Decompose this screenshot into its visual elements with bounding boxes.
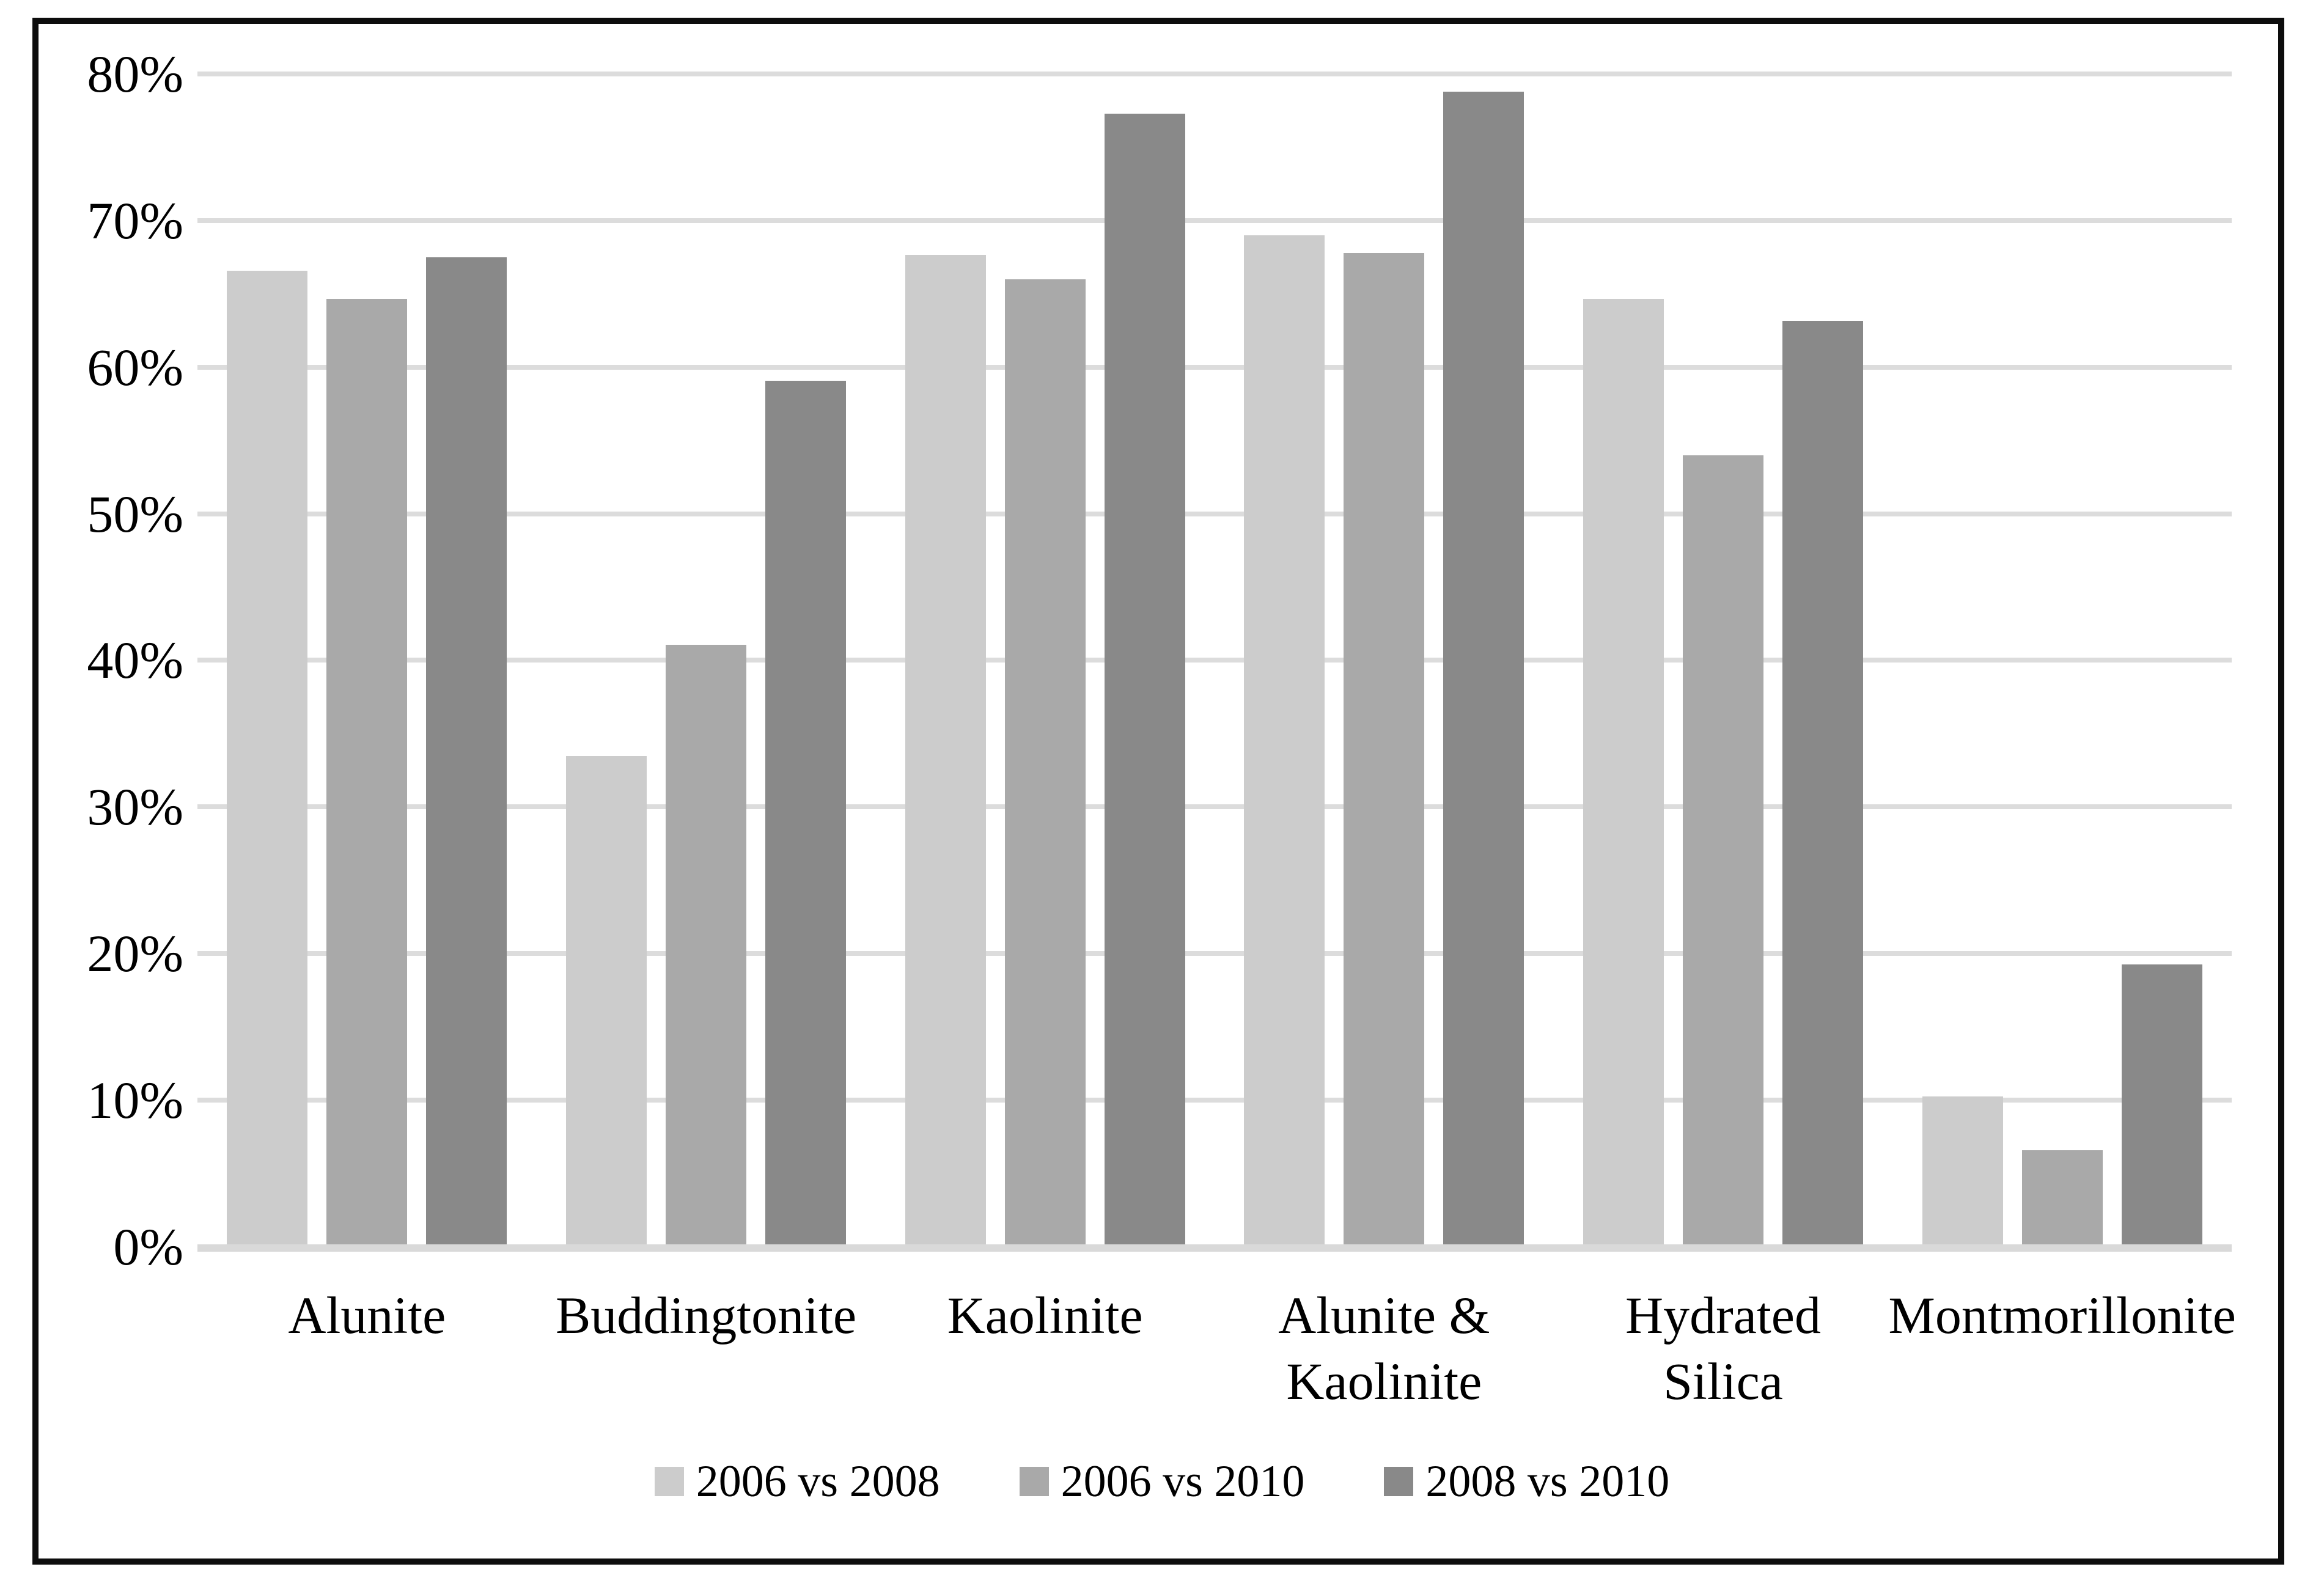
category-label-alunite-kaolinite: Alunite & Kaolinite [1278,1286,1490,1411]
legend-entry-1: 2006 vs 2008 [654,1456,940,1507]
y-tick-label-60: 60% [87,337,183,397]
legend-swatch-icon [654,1467,684,1496]
bar-kaolinite-series-1 [905,254,986,1244]
bar-alunite-series-1 [227,271,308,1244]
bar-hydrated-silica-series-1 [1583,298,1664,1244]
bar-alunite-series-3 [426,257,507,1244]
bar-buddingtonite-series-1 [566,756,647,1244]
y-tick-label-30: 30% [87,777,183,837]
legend-swatch-icon [1384,1467,1414,1496]
y-tick-label-20: 20% [87,924,183,983]
gridline-40 [197,658,2232,663]
bar-alunite-kaolinite-series-2 [1344,253,1425,1244]
gridline-60 [197,364,2232,370]
bar-montmorillonite-series-3 [2121,964,2202,1244]
gridline-70 [197,218,2232,223]
bar-alunite-series-2 [326,298,408,1244]
gridline-50 [197,511,2232,516]
x-axis-line [197,1244,2232,1252]
legend: 2006 vs 2008 2006 vs 2010 2008 vs 2010 [0,1457,2324,1506]
gridline-10 [197,1098,2232,1103]
bar-alunite-kaolinite-series-1 [1244,235,1325,1244]
y-tick-label-80: 80% [87,44,183,103]
y-tick-label-10: 10% [87,1071,183,1130]
y-tick-label-50: 50% [87,484,183,543]
legend-entry-2: 2006 vs 2010 [1019,1456,1305,1507]
bar-hydrated-silica-series-2 [1683,455,1763,1244]
bar-hydrated-silica-series-3 [1782,320,1863,1244]
y-tick-label-70: 70% [87,191,183,250]
legend-entry-3: 2008 vs 2010 [1384,1457,1669,1506]
y-tick-label-0: 0% [113,1217,183,1276]
category-label-buddingtonite: Buddingtonite [555,1286,857,1345]
gridline-30 [197,804,2232,810]
category-label-hydrated-silica: Hydrated Silica [1625,1286,1821,1411]
bar-buddingtonite-series-2 [666,644,746,1244]
legend-label: 2006 vs 2008 [696,1456,940,1507]
bar-kaolinite-series-3 [1104,114,1185,1244]
bar-kaolinite-series-2 [1004,279,1086,1244]
category-label-alunite: Alunite [288,1286,446,1345]
bar-montmorillonite-series-1 [1922,1096,2003,1244]
category-label-montmorillonite: Montmorillonite [1888,1286,2236,1345]
y-tick-label-40: 40% [87,631,183,690]
gridline-80 [197,71,2232,76]
bar-montmorillonite-series-2 [2021,1150,2103,1244]
gridline-20 [197,951,2232,956]
legend-label: 2006 vs 2010 [1061,1456,1305,1507]
legend-label: 2008 vs 2010 [1425,1456,1670,1507]
bar-alunite-kaolinite-series-3 [1443,92,1524,1244]
legend-swatch-icon [1019,1467,1049,1496]
category-label-kaolinite: Kaolinite [947,1286,1143,1345]
figure-border [32,18,2284,1565]
bar-buddingtonite-series-3 [765,380,846,1244]
